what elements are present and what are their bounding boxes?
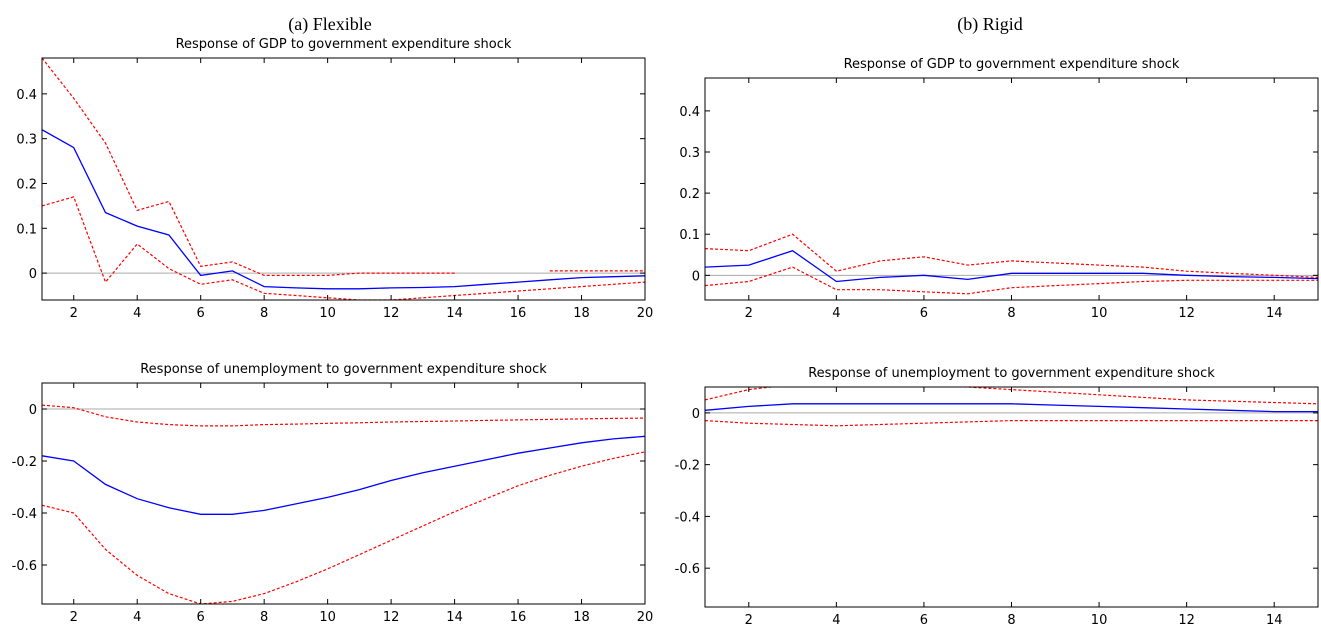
plot-frame [41,57,646,301]
plot-frame [704,77,1319,301]
upper-confidence-band [705,233,1318,278]
chart-flexible-unemployment: Response of unemployment to government e… [12,362,654,625]
x-tick-label: 2 [745,613,753,628]
x-tick-label: 6 [920,306,928,321]
x-tick-label: 18 [573,306,590,321]
y-tick-label: 0.4 [679,105,700,120]
x-tick-label: 14 [446,306,463,321]
y-tick-label: 0.2 [679,187,700,202]
response-line [705,249,1318,283]
response-line [42,129,645,290]
y-tick-label: 0.2 [16,177,37,192]
chart-rigid-unemployment: Response of unemployment to government e… [675,366,1319,628]
x-tick-label: 10 [1091,306,1108,321]
x-tick-label: 18 [573,610,590,625]
x-tick-label: 16 [510,306,527,321]
chart-flexible-gdp: Response of GDP to government expenditur… [16,37,653,321]
chart-rigid-gdp: Response of GDP to government expenditur… [679,57,1319,321]
chart-title: Response of GDP to government expenditur… [176,37,512,52]
y-tick-label: 0 [692,269,700,284]
plot-frame [41,382,646,605]
x-tick-label: 20 [637,306,654,321]
x-tick-label: 2 [745,306,753,321]
x-tick-label: 2 [70,610,78,625]
x-tick-label: 2 [70,306,78,321]
y-tick-label: 0.3 [679,146,700,161]
y-tick-label: -0.6 [12,559,37,574]
y-tick-label: 0.1 [16,222,37,237]
x-tick-label: 8 [1007,306,1015,321]
x-tick-label: 8 [260,306,268,321]
y-tick-label: -0.4 [12,507,37,522]
x-tick-label: 16 [510,610,527,625]
x-tick-label: 14 [446,610,463,625]
x-tick-label: 14 [1266,613,1283,628]
chart-title: Response of unemployment to government e… [140,362,547,377]
y-tick-label: 0.3 [16,133,37,148]
y-tick-label: -0.2 [675,459,700,474]
x-tick-label: 4 [832,306,840,321]
lower-confidence-band [42,451,645,604]
x-tick-label: 10 [319,306,336,321]
y-tick-label: -0.2 [12,455,37,470]
x-tick-label: 6 [197,306,205,321]
x-tick-label: 12 [383,306,400,321]
upper-confidence-band [705,387,1318,405]
x-tick-label: 6 [920,613,928,628]
y-tick-label: 0 [692,407,700,422]
x-tick-label: 20 [637,610,654,625]
response-line [42,435,645,515]
x-tick-label: 8 [1007,613,1015,628]
rigid-column-title: (b) Rigid [957,14,1023,34]
x-tick-label: 12 [1178,613,1195,628]
y-tick-label: 0 [29,403,37,418]
x-tick-label: 4 [133,306,141,321]
upper-confidence-band [42,58,645,276]
x-tick-label: 12 [1178,306,1195,321]
lower-confidence-band [705,266,1318,295]
x-tick-label: 10 [1091,613,1108,628]
response-line [705,403,1318,413]
upper-confidence-band [42,404,645,427]
x-tick-label: 14 [1266,306,1283,321]
y-tick-label: 0.4 [16,88,37,103]
x-tick-label: 8 [260,610,268,625]
lower-confidence-band [42,196,645,300]
y-tick-label: -0.4 [675,510,700,525]
flexible-column-title: (a) Flexible [288,14,372,34]
y-tick-label: 0.1 [679,228,700,243]
x-tick-label: 6 [197,610,205,625]
y-tick-label: -0.6 [675,562,700,577]
chart-title: Response of unemployment to government e… [808,366,1215,381]
x-tick-label: 12 [383,610,400,625]
x-tick-label: 4 [832,613,840,628]
x-tick-label: 4 [133,610,141,625]
lower-confidence-band [705,420,1318,427]
x-tick-label: 10 [319,610,336,625]
chart-title: Response of GDP to government expenditur… [844,57,1180,72]
y-tick-label: 0 [29,267,37,282]
